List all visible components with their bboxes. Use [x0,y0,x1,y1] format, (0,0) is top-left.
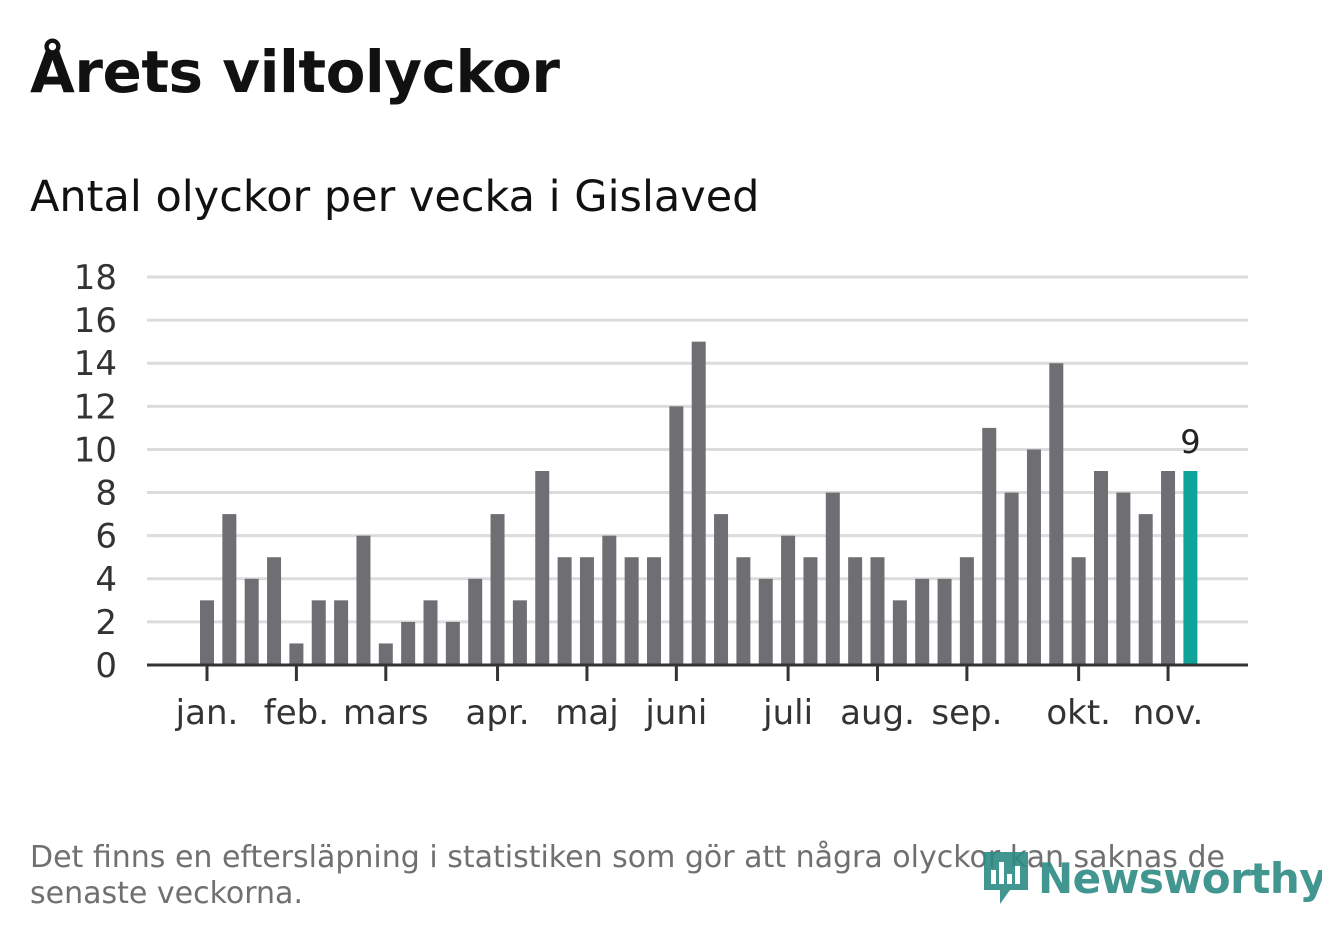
bar [289,643,304,665]
y-tick-label: 2 [95,603,117,643]
bar [892,600,907,665]
bar [1004,492,1019,665]
bar [557,557,572,665]
bar [825,492,840,665]
bar [401,621,416,665]
bar [1049,363,1064,665]
x-tick-label: juli [762,693,813,733]
y-tick-label: 10 [74,430,117,470]
y-tick-label: 12 [74,387,117,427]
x-tick-label: jan. [175,693,239,733]
bar [982,427,997,665]
y-tick-label: 18 [74,258,117,298]
bar [1138,514,1153,665]
bar [669,406,684,665]
bar [803,557,818,665]
bar [468,578,483,665]
bar [624,557,639,665]
x-tick-label: okt. [1046,693,1111,733]
y-tick-label: 16 [74,301,117,341]
chart-subtitle: Antal olyckor per vecka i Gislaved [30,172,760,222]
x-tick-label: nov. [1133,693,1204,733]
bar [1071,557,1086,665]
y-tick-label: 8 [95,474,117,514]
bar [602,535,617,665]
bar [579,557,594,665]
highlight-data-label: 9 [1180,423,1200,461]
bar [222,514,237,665]
bar [1026,449,1041,665]
x-tick-label: sep. [931,693,1002,733]
bar [714,514,729,665]
bar [423,600,438,665]
bar [758,578,773,665]
bar [1094,471,1108,665]
x-tick-label: maj [555,693,618,733]
newsworthy-logo-text: Newsworthy [1038,853,1322,903]
y-tick-label: 6 [95,517,117,557]
newsworthy-logo: Newsworthy [980,848,1322,908]
bar [1116,492,1131,665]
y-tick-label: 4 [95,560,117,600]
bar [200,600,214,665]
bar [870,557,885,665]
bar [781,535,796,665]
bar [512,600,527,665]
bar [311,600,326,665]
newsworthy-logo-icon [984,852,1028,904]
bar [915,578,930,665]
y-tick-label: 0 [95,646,117,686]
bar [647,557,661,665]
bar [267,557,282,665]
x-tick-label: mars [343,693,429,733]
y-tick-label: 14 [74,344,117,384]
bar [356,535,371,665]
bar [535,471,550,665]
chart-title: Årets viltolyckor [30,38,560,106]
bar [959,557,974,665]
bar [445,621,460,665]
x-tick-label: aug. [840,693,915,733]
bar [244,578,259,665]
x-tick-label: juni [644,693,707,733]
bar [1161,471,1176,665]
bar [848,557,863,665]
bar [490,514,505,665]
bar [691,341,706,665]
bar [736,557,751,665]
x-tick-label: feb. [264,693,329,733]
bar [378,643,393,665]
x-tick-label: apr. [466,693,530,733]
bar [937,578,952,665]
bar [334,600,349,665]
bar-highlight [1183,471,1198,665]
